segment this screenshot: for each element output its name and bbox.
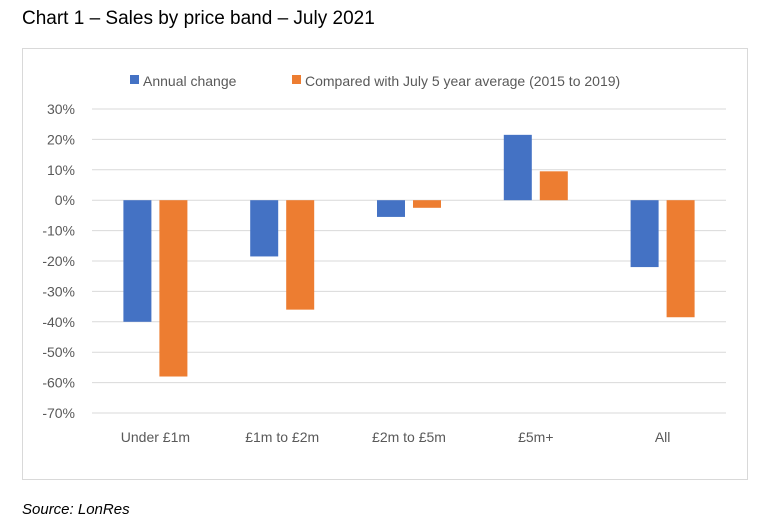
y-tick-label: 30% <box>47 101 75 117</box>
bar-annual-change <box>250 200 279 257</box>
legend-swatch-annual-change <box>130 75 139 84</box>
bar-five-year-average <box>286 200 315 310</box>
legend-label-five-year-average: Compared with July 5 year average (2015 … <box>305 73 620 89</box>
source-note: Source: LonRes <box>22 501 130 518</box>
y-tick-label: -40% <box>42 314 75 330</box>
y-tick-label: -20% <box>42 253 75 269</box>
bar-annual-change <box>123 200 152 322</box>
bars <box>123 134 695 377</box>
y-tick-label: -70% <box>42 405 75 421</box>
bar-five-year-average <box>413 200 441 208</box>
gridlines <box>92 108 726 414</box>
x-tick-label: £5m+ <box>518 429 553 445</box>
chart-frame <box>22 48 748 480</box>
y-axis-ticks: 30% 20% 10% 0% -10% -20% -30% -40% -50% -60% -70% <box>42 101 75 421</box>
x-tick-label: All <box>655 429 671 445</box>
x-tick-label: £1m to £2m <box>245 429 319 445</box>
y-tick-label: -60% <box>42 375 75 391</box>
legend-swatch-five-year-average <box>292 75 301 84</box>
y-tick-label: 10% <box>47 162 75 178</box>
y-tick-label: -30% <box>42 283 75 299</box>
legend-label-annual-change: Annual change <box>143 73 237 89</box>
legend: Annual change Compared with July 5 year … <box>130 73 620 89</box>
bar-annual-change <box>503 134 532 201</box>
y-tick-label: -10% <box>42 223 75 239</box>
y-tick-label: 0% <box>55 192 75 208</box>
x-tick-label: £2m to £5m <box>372 429 446 445</box>
chart-title: Chart 1 – Sales by price band – July 202… <box>22 8 375 29</box>
bar-five-year-average <box>539 171 568 201</box>
x-axis-ticks: Under £1m £1m to £2m £2m to £5m £5m+ All <box>121 429 671 445</box>
y-tick-label: 20% <box>47 131 75 147</box>
bar-annual-change <box>630 200 659 268</box>
bar-annual-change <box>377 200 405 217</box>
bar-five-year-average <box>159 200 188 377</box>
x-tick-label: Under £1m <box>121 429 190 445</box>
y-tick-label: -50% <box>42 344 75 360</box>
bar-five-year-average <box>666 200 695 318</box>
